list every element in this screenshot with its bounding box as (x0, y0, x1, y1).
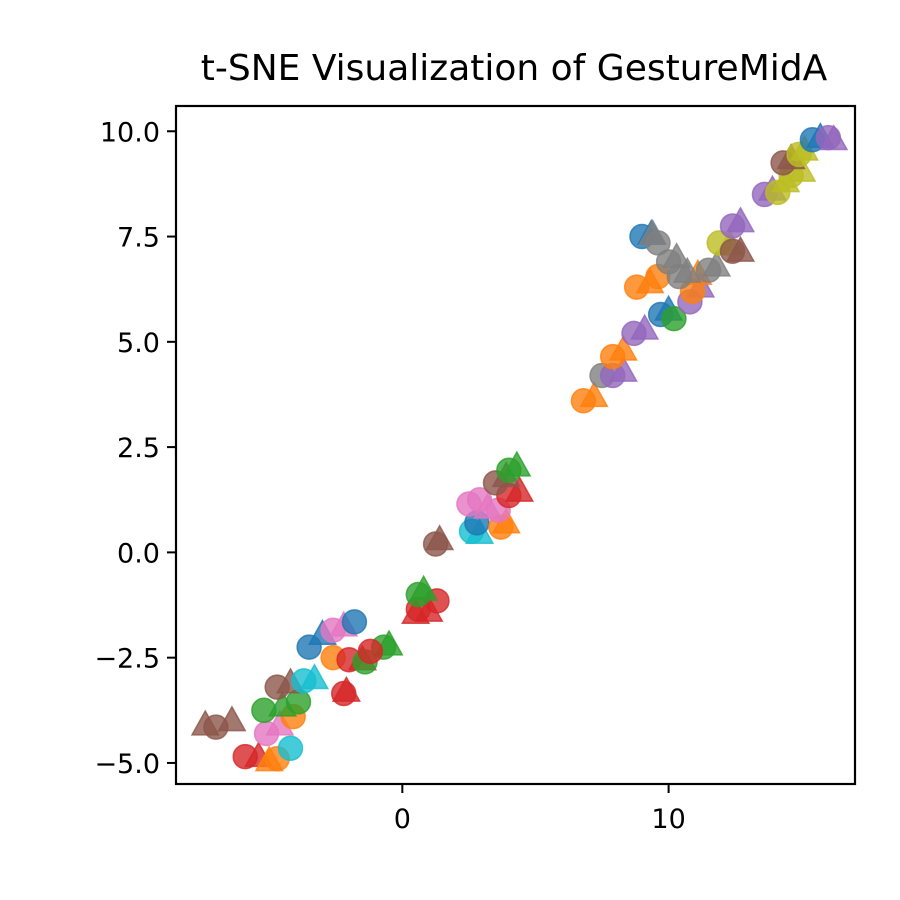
data-point-2 (217, 705, 247, 732)
plot-frame (174, 104, 857, 786)
data-point-17 (299, 663, 330, 690)
data-point-37 (409, 574, 439, 601)
data-point-4 (232, 743, 258, 770)
points-layer (190, 122, 849, 772)
y-tick-label-2: 0.0 (117, 538, 160, 569)
data-point-79 (662, 242, 692, 269)
data-point-103 (819, 124, 849, 151)
x-axis: 0 10 (394, 784, 686, 835)
data-point-56 (579, 381, 609, 408)
y-tick-label-0: −5.0 (94, 749, 160, 780)
data-point-87 (725, 235, 756, 262)
data-point-75 (672, 256, 702, 283)
x-tick-label-0: 0 (394, 804, 411, 835)
data-point-63 (630, 313, 660, 340)
data-point-19 (331, 675, 361, 702)
data-point-77 (701, 250, 732, 277)
data-point-7 (277, 735, 304, 761)
y-tick-label-1: −2.5 (94, 644, 160, 675)
data-point-13 (285, 689, 312, 715)
data-point-66 (661, 305, 687, 332)
data-point-31 (341, 609, 368, 635)
data-point-89 (725, 206, 756, 233)
y-tick-label-4: 5.0 (117, 328, 160, 359)
data-point-26 (357, 638, 384, 665)
data-point-54 (502, 450, 532, 477)
x-tick-label-1: 10 (651, 804, 685, 835)
y-tick-label-6: 10.0 (100, 117, 160, 148)
data-point-61 (608, 334, 638, 361)
y-tick-label-5: 7.5 (117, 223, 160, 254)
data-point-59 (608, 355, 638, 382)
data-point-50 (504, 475, 535, 502)
y-axis: −5.0 −2.5 0.0 2.5 5.0 7.5 10.0 (94, 117, 176, 780)
chart-title: t-SNE Visualization of GestureMidA (201, 48, 828, 89)
y-tick-label-3: 2.5 (117, 433, 160, 464)
data-point-39 (425, 524, 455, 551)
data-point-83 (638, 218, 668, 245)
